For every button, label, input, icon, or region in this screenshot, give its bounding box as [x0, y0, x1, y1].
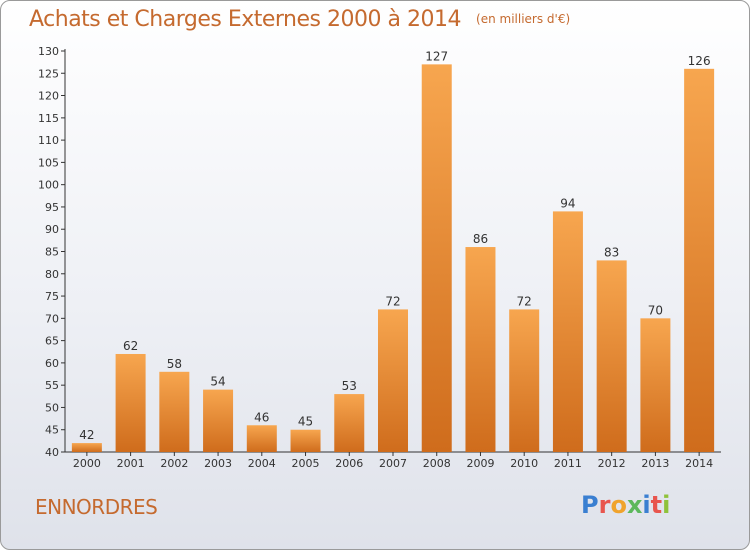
x-tick-label: 2012 [598, 457, 626, 470]
x-tick-label: 2006 [335, 457, 363, 470]
y-tick-label: 40 [45, 446, 59, 459]
x-tick-label: 2009 [466, 457, 494, 470]
bar [378, 309, 408, 452]
bar-value-label: 62 [123, 339, 138, 353]
bar [334, 394, 365, 452]
bar-value-label: 94 [560, 196, 575, 210]
logo-letter: o [610, 491, 627, 519]
y-tick-label: 70 [45, 312, 59, 325]
logo-letter: i [662, 491, 671, 519]
x-tick-label: 2003 [204, 457, 232, 470]
bar [115, 353, 146, 452]
x-tick-label: 2007 [379, 457, 407, 470]
bar-value-label: 42 [79, 428, 94, 442]
y-tick-label: 65 [45, 335, 59, 348]
x-tick-label: 2013 [641, 457, 669, 470]
logo-letter: x [626, 491, 643, 519]
logo-letter: P [581, 491, 599, 519]
bar-value-label: 126 [688, 54, 711, 68]
bar [159, 371, 190, 452]
bar-value-label: 72 [517, 294, 532, 308]
bar-value-label: 45 [298, 415, 313, 429]
bar [596, 260, 627, 452]
y-tick-label: 45 [45, 424, 59, 437]
x-tick-label: 2004 [248, 457, 276, 470]
title-text: Achats et Charges Externes 2000 à 2014 [29, 7, 461, 32]
proxiti-logo: Proxiti [581, 491, 670, 519]
bar [203, 389, 234, 452]
logo-letter: i [642, 491, 651, 519]
y-tick-label: 110 [38, 134, 59, 147]
bar-value-label: 72 [385, 294, 400, 308]
y-tick-label: 80 [45, 268, 59, 281]
y-tick-label: 125 [38, 67, 59, 80]
bar-value-label: 46 [254, 410, 269, 424]
bar-value-label: 83 [604, 245, 619, 259]
bar [465, 247, 496, 452]
y-tick-label: 95 [45, 201, 59, 214]
x-tick-label: 2001 [117, 457, 145, 470]
bar [246, 425, 277, 452]
bar [290, 429, 321, 452]
bar [509, 309, 540, 452]
logo-letter: r [598, 491, 611, 519]
bar [71, 443, 102, 452]
x-tick-label: 2000 [73, 457, 101, 470]
y-tick-label: 115 [38, 112, 59, 125]
y-tick-label: 105 [38, 156, 59, 169]
unit-text: (en milliers d'€) [476, 12, 571, 26]
bar [552, 211, 583, 452]
x-tick-label: 2008 [423, 457, 451, 470]
bar [684, 68, 715, 453]
bar-value-label: 127 [425, 49, 448, 63]
chart-title: Achats et Charges Externes 2000 à 2014 (… [29, 7, 570, 32]
y-tick-label: 75 [45, 290, 59, 303]
x-tick-label: 2005 [292, 457, 320, 470]
logo-letter: t [650, 491, 663, 519]
bar-value-label: 54 [210, 375, 225, 389]
y-tick-label: 130 [38, 45, 59, 58]
x-tick-label: 2010 [510, 457, 538, 470]
y-tick-label: 85 [45, 246, 59, 259]
bar-value-label: 70 [648, 303, 663, 317]
y-tick-label: 55 [45, 379, 59, 392]
x-tick-label: 2002 [160, 457, 188, 470]
bar-value-label: 53 [342, 379, 357, 393]
y-tick-label: 60 [45, 357, 59, 370]
y-tick-label: 50 [45, 401, 59, 414]
x-tick-label: 2014 [685, 457, 713, 470]
bar-value-label: 86 [473, 232, 488, 246]
bar [421, 64, 452, 452]
y-tick-label: 100 [38, 179, 59, 192]
bar-value-label: 58 [167, 357, 182, 371]
y-tick-label: 90 [45, 223, 59, 236]
place-name: ENNORDRES [35, 495, 158, 519]
bar [640, 318, 671, 452]
x-tick-label: 2011 [554, 457, 582, 470]
y-tick-label: 120 [38, 90, 59, 103]
